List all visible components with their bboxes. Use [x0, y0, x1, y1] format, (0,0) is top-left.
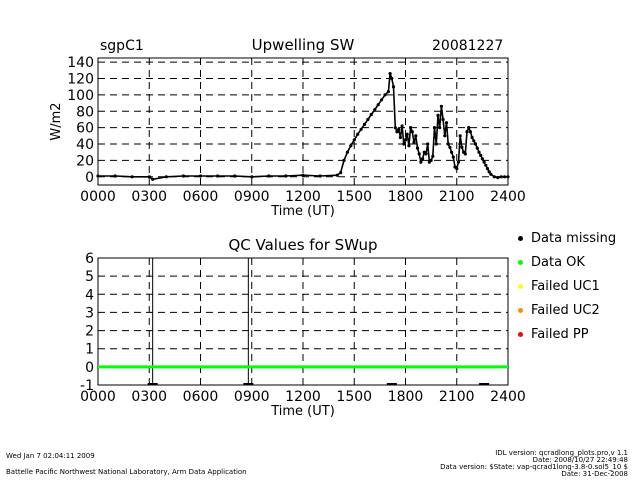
- x-axis-label: Time (UT): [270, 404, 335, 419]
- plot-frame: [97, 257, 509, 386]
- x-tick-label: 0300: [131, 389, 167, 405]
- y-tick-label: 40: [76, 137, 94, 153]
- date-label: 20081227: [432, 38, 504, 54]
- site-label: sgpC1: [100, 38, 144, 54]
- x-tick-label: 0000: [80, 389, 116, 405]
- y-tick-label: 0: [85, 170, 94, 186]
- series-trace: [98, 73, 508, 181]
- legend-item-missing: Data missing: [512, 226, 637, 250]
- y-tick-label: 3: [85, 305, 94, 321]
- x-tick-label: 0300: [131, 189, 167, 205]
- footer-data-date: Date: 31-Dec-2008: [561, 470, 628, 478]
- x-tick-label: 0600: [183, 389, 219, 405]
- legend-swatch-missing: [518, 235, 523, 241]
- y-tick-label: 140: [67, 55, 94, 71]
- footer-timestamp: Wed Jan 7 02:04:11 2009: [6, 452, 95, 460]
- y-tick-label: 2: [85, 324, 94, 340]
- y-tick-label: 6: [85, 251, 94, 267]
- x-tick-label: 0600: [183, 189, 219, 205]
- x-tick-label: 0000: [80, 189, 116, 205]
- legend-item-uc2: Failed UC2: [512, 298, 637, 322]
- x-tick-label: 1800: [388, 189, 424, 205]
- footer-lab: Battelle Pacific Northwest National Labo…: [6, 468, 247, 476]
- plot-frame: [97, 57, 509, 186]
- x-tick-label: 2400: [490, 389, 526, 405]
- y-tick-label: 80: [76, 104, 94, 120]
- legend-label: Failed UC1: [531, 278, 600, 294]
- legend-label: Data missing: [531, 230, 617, 246]
- y-tick-label: 1: [85, 342, 94, 358]
- x-tick-label: 2400: [490, 189, 526, 205]
- x-tick-label: 2100: [439, 389, 475, 405]
- x-tick-label: 1200: [285, 189, 321, 205]
- footer-idl-date: Date: 2008/10/27 22:49:48: [532, 456, 628, 464]
- legend-item-ok: Data OK: [512, 250, 637, 274]
- legend-label: Failed UC2: [531, 302, 600, 318]
- chart-title: Upwelling SW: [252, 36, 355, 54]
- legend-item-uc1: Failed UC1: [512, 274, 637, 298]
- x-tick-label: 1200: [285, 389, 321, 405]
- x-tick-label: 1800: [388, 389, 424, 405]
- legend-swatch-ok: [518, 259, 523, 265]
- y-axis-label: W/m2: [49, 102, 64, 140]
- x-tick-label: 0900: [234, 389, 270, 405]
- x-tick-label: 0900: [234, 189, 270, 205]
- y-tick-label: 4: [85, 287, 94, 303]
- y-tick-label: 0: [85, 360, 94, 376]
- legend-swatch-uc1: [518, 283, 523, 289]
- legend-swatch-pp: [518, 331, 523, 337]
- chart-title: QC Values for SWup: [228, 236, 377, 254]
- x-tick-label: 2100: [439, 189, 475, 205]
- y-tick-label: 5: [85, 269, 94, 285]
- y-tick-label: 60: [76, 121, 94, 137]
- legend-label: Failed PP: [531, 326, 589, 342]
- x-axis-label: Time (UT): [270, 204, 335, 219]
- legend: Data missing Data OK Failed UC1 Failed U…: [512, 226, 637, 346]
- y-tick-label: 20: [76, 153, 94, 169]
- legend-swatch-uc2: [518, 307, 523, 313]
- y-tick-label: -1: [80, 378, 94, 394]
- x-tick-label: 1500: [336, 389, 372, 405]
- footer-data-version: Data version: $State: vap-qcrad1long-3.8…: [440, 463, 628, 471]
- y-tick-label: 120: [67, 71, 94, 87]
- y-tick-label: 100: [67, 88, 94, 104]
- legend-label: Data OK: [531, 254, 585, 270]
- legend-item-pp: Failed PP: [512, 322, 637, 346]
- footer-idl-version: IDL version: qcradlong_plots.pro,v 1.1: [495, 449, 628, 457]
- x-tick-label: 1500: [336, 189, 372, 205]
